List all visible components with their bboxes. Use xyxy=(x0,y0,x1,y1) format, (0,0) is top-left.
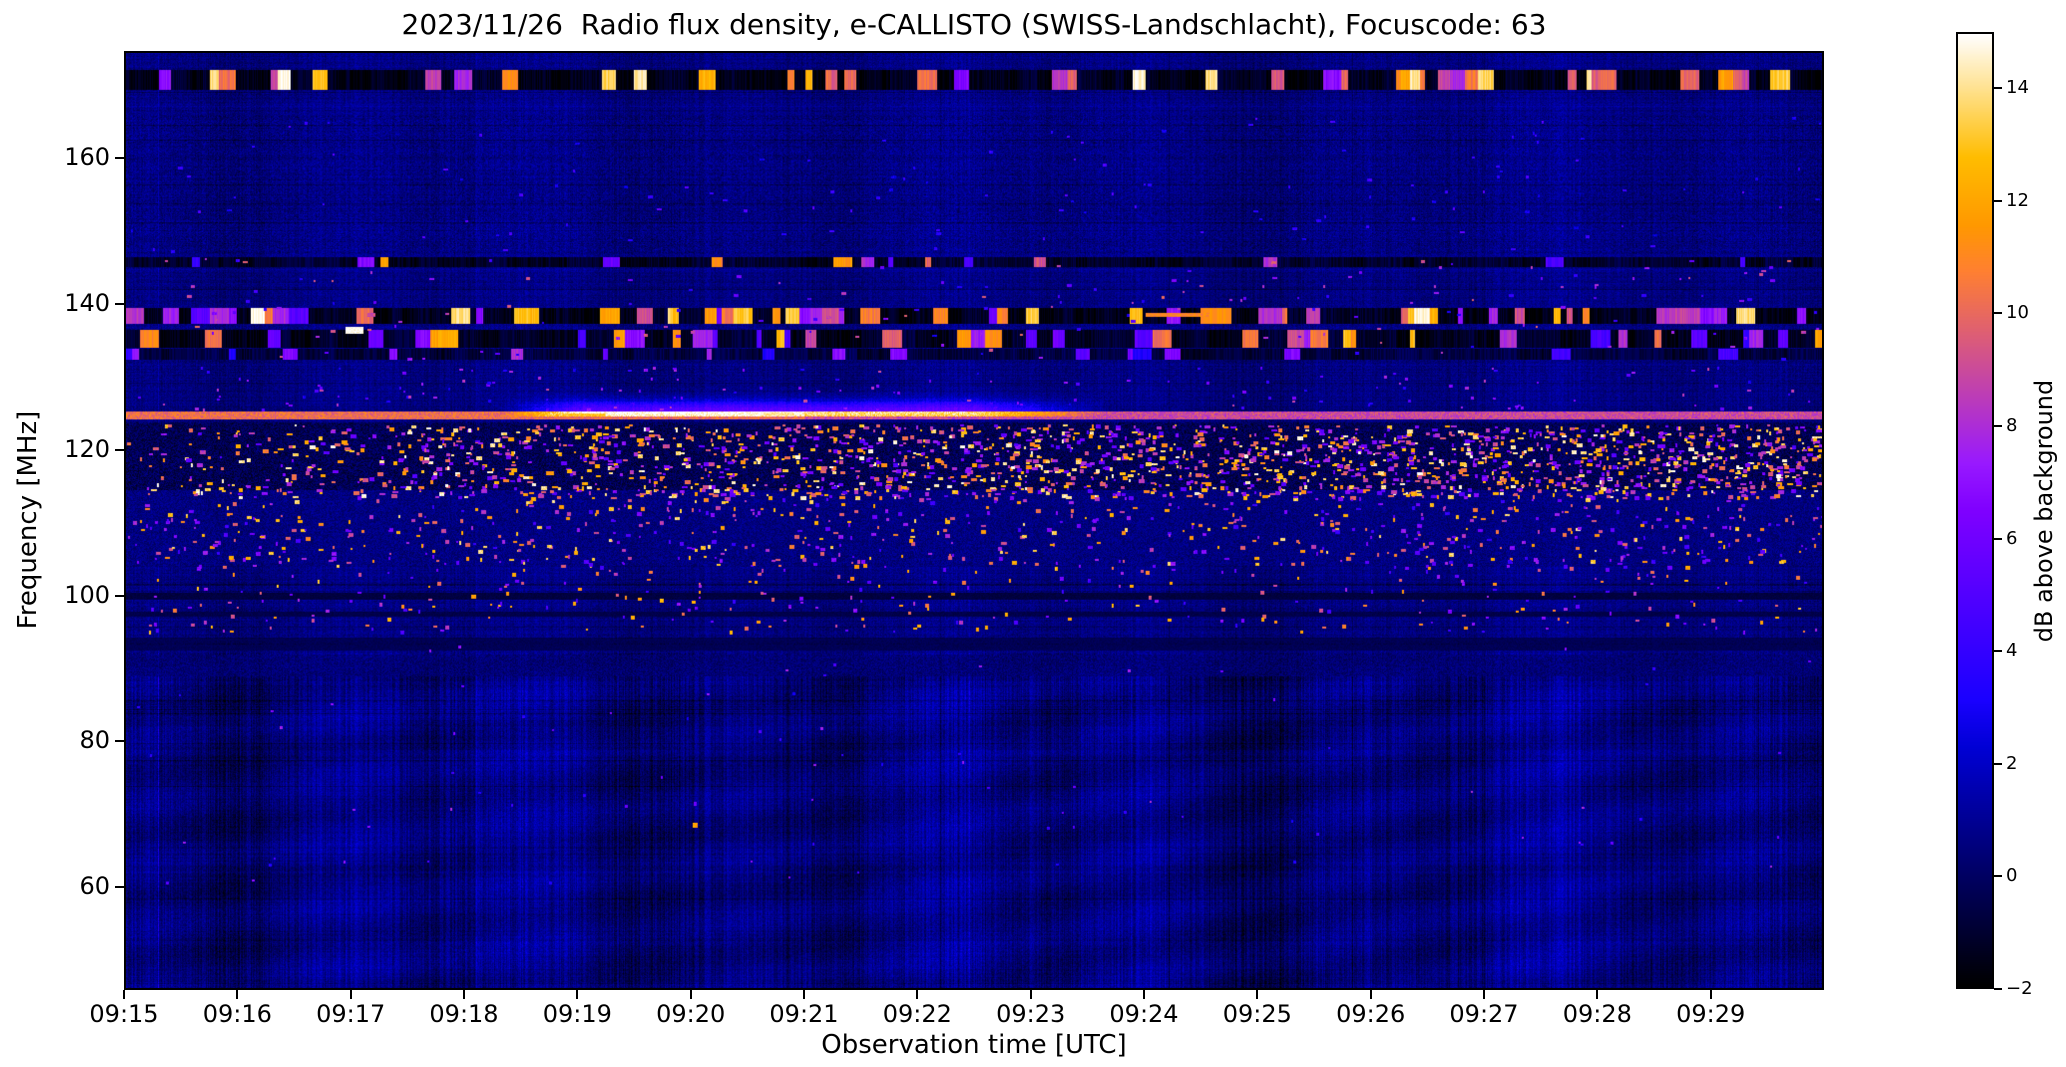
x-tick-mark xyxy=(1029,990,1032,999)
x-tick-mark xyxy=(803,990,805,999)
y-tick-label: 60 xyxy=(79,872,110,901)
x-tick-mark xyxy=(1709,990,1712,999)
chart-title: 2023/11/26 Radio flux density, e-CALLIST… xyxy=(401,8,1547,41)
x-tick-mark xyxy=(236,990,239,999)
y-tick-mark xyxy=(115,448,124,451)
x-tick-label: 09:27 xyxy=(1449,1000,1519,1028)
x-tick-label: 09:20 xyxy=(656,1000,726,1028)
y-tick-mark xyxy=(115,157,124,160)
x-tick-label: 09:28 xyxy=(1562,1000,1632,1028)
colorbar-tick-mark xyxy=(1994,650,2002,653)
x-tick-label: 09:15 xyxy=(89,1000,159,1028)
colorbar-tick-mark xyxy=(1994,312,2002,315)
x-tick-mark xyxy=(1256,990,1259,999)
colorbar-canvas xyxy=(1958,34,1992,987)
y-tick-label: 160 xyxy=(64,143,110,172)
x-tick-mark xyxy=(463,990,465,999)
x-axis-label: Observation time [UTC] xyxy=(821,1030,1127,1060)
colorbar-tick-mark xyxy=(1994,537,2002,540)
colorbar-tick-label: 2 xyxy=(2006,752,2018,774)
y-tick-mark xyxy=(115,886,124,889)
colorbar-tick-mark xyxy=(1994,87,2002,90)
x-tick-label: 09:23 xyxy=(996,1000,1066,1028)
x-tick-mark xyxy=(576,990,579,999)
x-tick-mark xyxy=(689,990,692,999)
x-tick-mark xyxy=(916,990,919,999)
colorbar-tick-mark xyxy=(1994,875,2002,878)
colorbar-tick-label: 12 xyxy=(2006,189,2029,211)
y-tick-label: 120 xyxy=(64,434,110,463)
colorbar-tick-label: −2 xyxy=(2006,978,2033,999)
x-tick-label: 09:19 xyxy=(542,1000,612,1028)
y-tick-label: 80 xyxy=(79,726,110,755)
x-tick-mark xyxy=(1596,990,1599,999)
x-tick-label: 09:16 xyxy=(202,1000,272,1028)
x-tick-label: 09:24 xyxy=(1109,1000,1179,1028)
colorbar-tick-mark xyxy=(1994,199,2002,202)
x-tick-mark xyxy=(1369,990,1372,999)
spectrogram-canvas xyxy=(126,53,1822,988)
x-tick-mark xyxy=(1143,990,1145,999)
y-tick-mark xyxy=(115,594,124,597)
colorbar xyxy=(1956,32,1994,989)
x-tick-label: 09:21 xyxy=(769,1000,839,1028)
x-tick-label: 09:26 xyxy=(1336,1000,1406,1028)
colorbar-tick-label: 10 xyxy=(2006,302,2029,324)
colorbar-tick-mark xyxy=(1994,762,2002,765)
colorbar-tick-mark xyxy=(1994,425,2002,428)
colorbar-tick-label: 6 xyxy=(2006,527,2018,549)
y-tick-mark xyxy=(115,302,124,305)
plot-area xyxy=(124,51,1824,990)
x-tick-label: 09:25 xyxy=(1222,1000,1292,1028)
colorbar-tick-label: 14 xyxy=(2006,77,2029,99)
colorbar-tick-label: 0 xyxy=(2006,865,2018,887)
y-tick-label: 100 xyxy=(64,580,110,609)
x-tick-mark xyxy=(1483,990,1485,999)
x-tick-label: 09:17 xyxy=(316,1000,386,1028)
colorbar-tick-mark xyxy=(1994,988,2002,990)
y-tick-mark xyxy=(115,740,124,743)
x-tick-mark xyxy=(349,990,352,999)
x-tick-label: 09:29 xyxy=(1676,1000,1746,1028)
x-tick-mark xyxy=(123,990,125,999)
y-tick-label: 140 xyxy=(64,288,110,317)
colorbar-tick-label: 8 xyxy=(2006,415,2018,437)
x-tick-label: 09:18 xyxy=(429,1000,499,1028)
colorbar-tick-label: 4 xyxy=(2006,640,2018,662)
x-tick-label: 09:22 xyxy=(882,1000,952,1028)
